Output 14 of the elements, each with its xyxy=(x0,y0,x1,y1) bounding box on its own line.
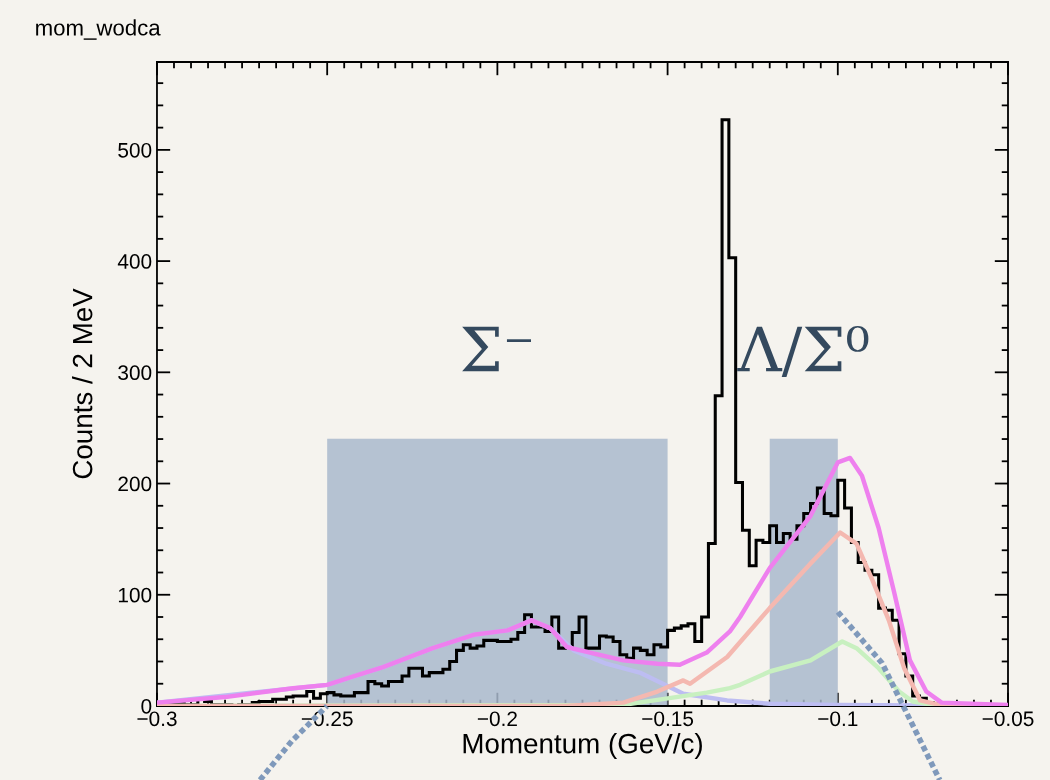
band-label: Λ/Σ⁰ xyxy=(737,325,869,377)
y-axis-title: Counts / 2 MeV xyxy=(72,288,93,479)
x-tick-label: −0.05 xyxy=(982,711,1034,727)
y-tick-label: 500 xyxy=(118,142,152,158)
x-tick-label: −0.1 xyxy=(818,711,858,727)
x-tick-label: −0.15 xyxy=(642,711,694,727)
x-tick-label: −0.2 xyxy=(477,711,517,727)
y-tick-label: 300 xyxy=(118,365,152,381)
y-tick-label: 200 xyxy=(118,476,152,492)
band-label: Σ⁻ xyxy=(462,326,532,372)
chart-title: mom_wodca xyxy=(36,19,161,40)
y-tick-label: 400 xyxy=(117,254,152,269)
x-axis-title: Momentum (GeV/c) xyxy=(463,733,702,759)
y-tick-label: 100 xyxy=(118,587,152,603)
